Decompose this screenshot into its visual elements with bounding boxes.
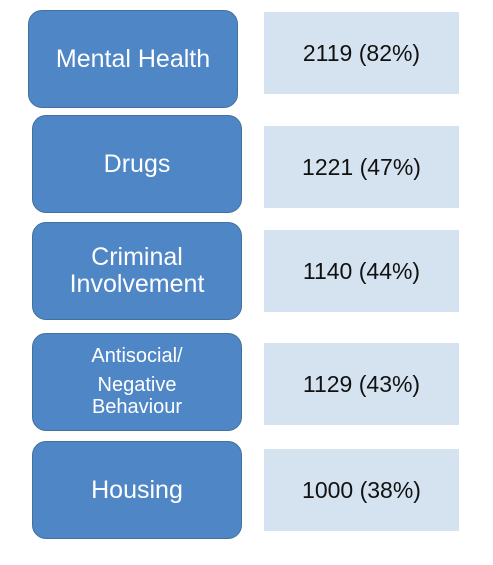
category-label: Housing (91, 475, 183, 504)
category-box: Antisocial/Negative Behaviour (32, 333, 242, 431)
value-box: 1221 (47%) (264, 126, 459, 208)
value-box: 1000 (38%) (264, 449, 459, 531)
category-label: Mental Health (55, 44, 211, 73)
value-box: 1140 (44%) (264, 230, 459, 312)
category-label: Negative (97, 374, 177, 397)
category-box: Mental Health (28, 10, 238, 108)
category-box: Housing (32, 441, 242, 539)
category-box: Criminal Involvement (32, 222, 242, 320)
category-label: Behaviour (91, 395, 183, 418)
value-box: 2119 (82%) (264, 12, 459, 94)
category-label: Drugs (103, 149, 171, 178)
category-label: Criminal (91, 243, 183, 271)
category-label: Antisocial/ (91, 344, 183, 367)
category-label: Involvement (69, 270, 205, 298)
category-box: Drugs (32, 115, 242, 213)
value-box: 1129 (43%) (264, 343, 459, 425)
